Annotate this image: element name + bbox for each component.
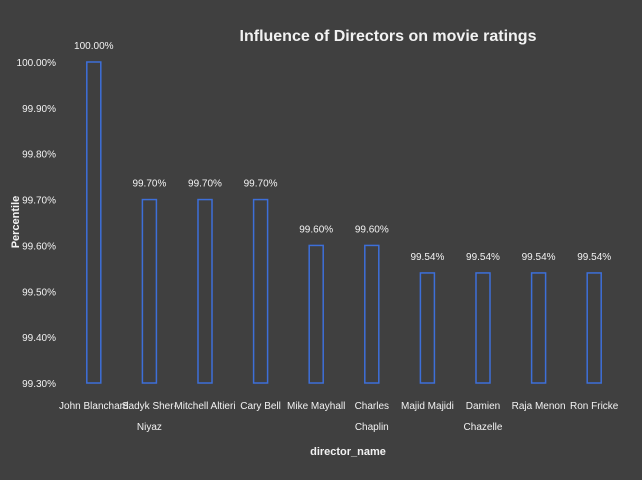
x-tick-label: Sadyk Sher-Niyaz: [122, 401, 177, 433]
bar: [364, 244, 380, 384]
y-tick-label: 99.30%: [22, 379, 56, 390]
x-tick-label: Mitchell Altieri: [174, 401, 235, 412]
y-tick-label: 99.60%: [22, 241, 56, 252]
chart-title: Influence of Directors on movie ratings: [240, 28, 537, 45]
y-tick-label: 99.40%: [22, 333, 56, 344]
bar: [86, 61, 102, 384]
x-tick-label: Raja Menon: [512, 401, 566, 412]
x-tick-label: Damien Chazelle: [464, 401, 503, 433]
data-label: 99.60%: [299, 224, 333, 235]
x-tick-label: Cary Bell: [240, 401, 281, 412]
y-tick-label: 99.50%: [22, 287, 56, 298]
data-label: 99.70%: [188, 179, 222, 190]
data-label: 99.54%: [466, 252, 500, 263]
y-tick-label: 100.00%: [17, 58, 57, 69]
bar: [475, 272, 491, 384]
bar: [141, 198, 158, 384]
bar: [252, 198, 269, 384]
data-label: 99.54%: [577, 252, 611, 263]
x-tick-label: Mike Mayhall: [287, 401, 345, 412]
x-axis-title: director_name: [310, 446, 386, 458]
data-labels-group: 100.00% 99.70% 99.70% 99.70% 99.60% 99.60% 99.…: [74, 41, 611, 263]
data-label: 99.70%: [244, 179, 278, 190]
x-tick-label: Majid Majidi: [401, 401, 454, 412]
bars-group: [86, 61, 602, 384]
bar: [197, 198, 213, 384]
bar: [586, 272, 602, 384]
y-tick-label: 99.90%: [22, 104, 56, 115]
y-tick-label: 99.80%: [22, 150, 56, 161]
x-tick-label: Ron Fricke: [570, 401, 619, 412]
data-label: 99.54%: [522, 252, 556, 263]
bar: [308, 244, 324, 384]
y-axis-title: Percentile: [10, 196, 22, 249]
x-tick-label: John Blanchard: [59, 401, 129, 412]
data-label: 99.60%: [355, 224, 389, 235]
y-tick-label: 99.70%: [22, 196, 56, 207]
x-tick-label: Charles Chaplin: [355, 401, 389, 433]
y-axis-ticks: 99.30% 99.40% 99.50% 99.60% 99.70% 99.80% 99.9…: [17, 58, 57, 390]
data-label: 100.00%: [74, 41, 114, 52]
bar: [530, 272, 547, 384]
data-label: 99.70%: [132, 179, 166, 190]
data-label: 99.54%: [410, 252, 444, 263]
bar: [419, 272, 436, 384]
